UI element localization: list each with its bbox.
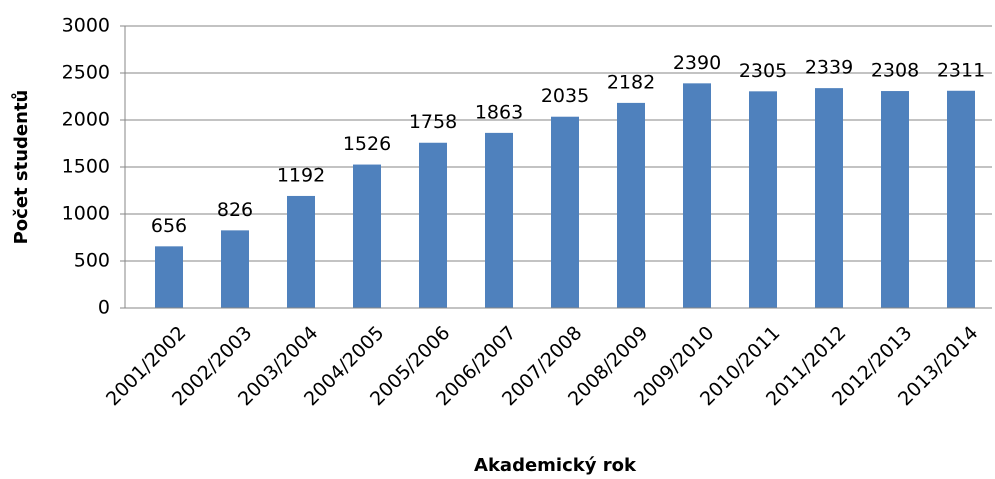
- data-label: 2339: [805, 57, 853, 79]
- bar: [221, 230, 249, 308]
- bar: [617, 102, 645, 308]
- y-tick-label: 1000: [62, 203, 110, 225]
- data-label: 1192: [277, 164, 325, 186]
- y-tick-label: 3000: [62, 15, 110, 37]
- y-tick-label: 2500: [62, 62, 110, 84]
- bar: [881, 91, 909, 308]
- bar: [683, 83, 711, 308]
- data-label: 2035: [541, 85, 589, 107]
- data-label: 2182: [607, 71, 655, 93]
- data-label: 2308: [871, 60, 919, 82]
- data-label: 1526: [343, 133, 391, 155]
- bar: [155, 246, 183, 308]
- bar: [749, 91, 777, 308]
- data-label: 2305: [739, 60, 787, 82]
- bar: [947, 90, 975, 309]
- data-label: 1863: [475, 101, 523, 123]
- bar: [551, 116, 579, 309]
- data-label: 2390: [673, 52, 721, 74]
- y-tick-label: 2000: [62, 109, 110, 131]
- bar: [815, 88, 843, 308]
- bar: [419, 142, 447, 308]
- y-tick-label: 500: [74, 250, 110, 272]
- bar: [353, 164, 381, 308]
- data-label: 1758: [409, 111, 457, 133]
- y-tick-label: 1500: [62, 156, 110, 178]
- y-axis-title: Počet studentů: [10, 90, 32, 245]
- bar: [485, 132, 513, 308]
- bar: [287, 195, 315, 308]
- x-axis-title: Akademický rok: [474, 455, 637, 476]
- data-label: 656: [151, 215, 187, 237]
- data-label: 826: [217, 199, 253, 221]
- data-label: 2311: [937, 59, 985, 81]
- y-tick-label: 0: [98, 297, 110, 319]
